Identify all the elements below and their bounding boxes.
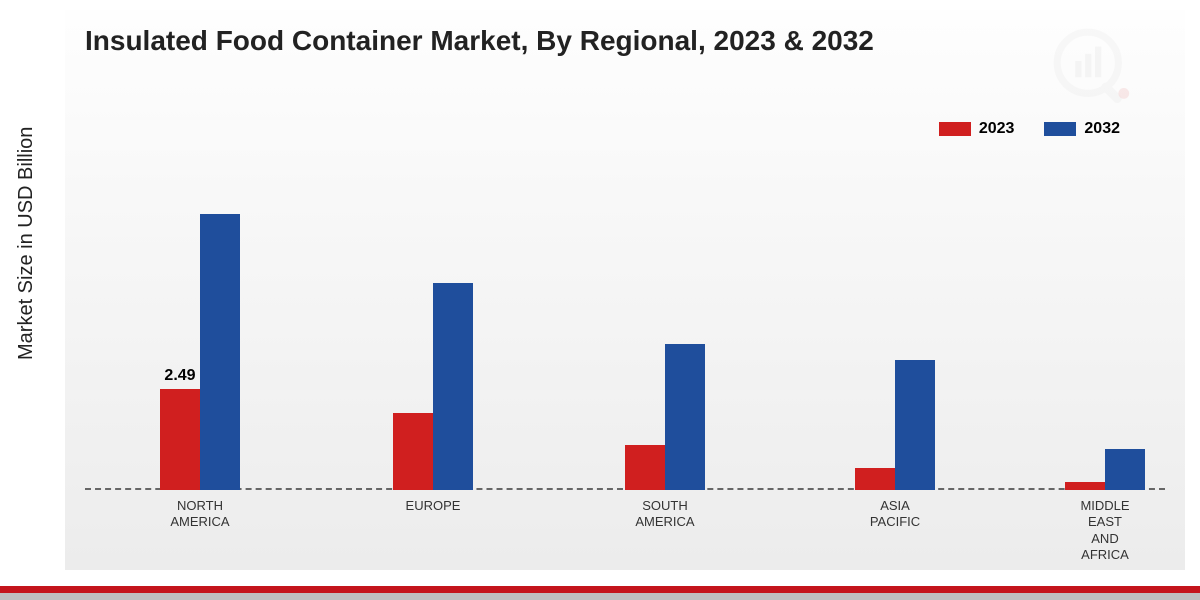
footer-gray-stripe [0,593,1200,600]
legend: 2023 2032 [939,120,1120,138]
x-axis-category-label: MIDDLE EAST AND AFRICA [1045,498,1165,563]
x-axis-category-label: ASIA PACIFIC [835,498,955,531]
plot-area: 2.49 [85,165,1165,490]
bar [393,413,433,490]
y-axis-label: Market Size in USD Billion [15,127,38,360]
legend-item-2023: 2023 [939,120,1015,138]
x-axis-category-label: EUROPE [373,498,493,514]
bar-group [625,344,705,490]
bar: 2.49 [160,389,200,490]
chart-title: Insulated Food Container Market, By Regi… [85,25,874,57]
legend-label-2032: 2032 [1084,120,1120,138]
legend-item-2032: 2032 [1044,120,1120,138]
bar [665,344,705,490]
x-axis-labels: NORTH AMERICA EUROPE SOUTH AMERICA ASIA PAC… [85,498,1165,568]
legend-swatch-2023 [939,122,971,136]
footer-red-stripe [0,586,1200,593]
x-axis-category-label: NORTH AMERICA [140,498,260,531]
bar [625,445,665,490]
bar [433,283,473,490]
bar [1105,449,1145,490]
footer-bar [0,586,1200,600]
bar-value-label: 2.49 [164,367,195,385]
legend-label-2023: 2023 [979,120,1015,138]
x-axis-category-label: SOUTH AMERICA [605,498,725,531]
legend-swatch-2032 [1044,122,1076,136]
watermark-logo [1050,25,1140,115]
bar [200,214,240,490]
bar-group: 2.49 [160,214,240,490]
bar [855,468,895,490]
bar [1065,482,1105,490]
bar-group [1065,449,1145,490]
bar-group [855,360,935,490]
bar-group [393,283,473,490]
bar [895,360,935,490]
